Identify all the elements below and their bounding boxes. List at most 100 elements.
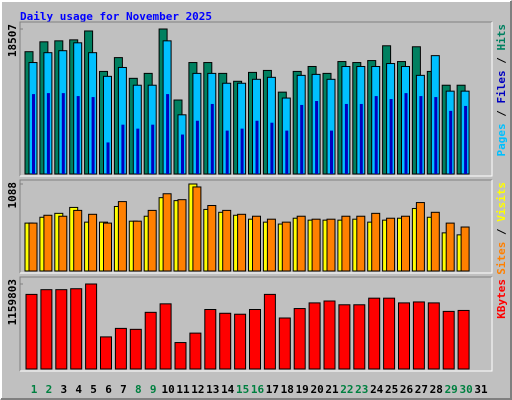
bar — [240, 128, 244, 174]
x-tick-label: 27 — [415, 383, 428, 396]
x-tick-label: 26 — [400, 383, 414, 396]
bar — [430, 211, 440, 272]
bar — [252, 215, 261, 272]
x-tick-label: 29 — [445, 383, 458, 396]
bar — [58, 215, 68, 272]
bar — [162, 193, 172, 272]
x-tick-label: 21 — [325, 383, 339, 396]
bar — [91, 97, 95, 174]
bar — [419, 96, 423, 174]
bar — [132, 220, 142, 272]
bar — [181, 134, 184, 174]
bar — [85, 283, 98, 370]
bar — [285, 130, 289, 174]
bar — [278, 317, 291, 370]
x-tick-label: 24 — [370, 383, 384, 396]
x-tick-label: 19 — [296, 383, 309, 396]
x-tick-label: 10 — [161, 383, 174, 396]
bar — [219, 312, 232, 370]
bar — [344, 103, 348, 174]
bar — [177, 199, 187, 272]
bar — [398, 302, 410, 370]
bar — [368, 297, 381, 370]
bar — [427, 302, 440, 370]
bar — [401, 215, 410, 272]
bar — [353, 304, 366, 370]
legend-entry: Sites — [495, 242, 508, 275]
legend: KBytes — [495, 279, 508, 319]
bar — [293, 308, 306, 370]
bar — [371, 212, 381, 272]
bar — [121, 124, 125, 174]
bar — [103, 222, 112, 272]
bar — [210, 103, 214, 174]
bar — [404, 93, 408, 174]
bar — [129, 328, 142, 370]
legend-separator: / — [495, 104, 508, 124]
bar — [114, 327, 127, 370]
bar — [189, 332, 202, 370]
x-tick-label: 18 — [281, 383, 294, 396]
bar — [159, 303, 172, 370]
y-tick-label: 1159803 — [6, 279, 19, 325]
bar — [457, 309, 470, 370]
bar — [222, 209, 232, 272]
y-tick-label: 1088 — [6, 182, 19, 209]
bar — [374, 96, 378, 174]
x-tick-label: 31 — [474, 383, 488, 396]
x-tick-label: 4 — [75, 383, 82, 396]
bar — [434, 97, 438, 174]
bar — [204, 308, 217, 370]
bar — [147, 209, 157, 272]
bar — [412, 301, 425, 370]
bar — [386, 217, 396, 272]
panel-frame-dark — [19, 276, 492, 371]
bar — [100, 336, 112, 370]
x-tick-label: 30 — [459, 383, 472, 396]
chart-title: Daily usage for November 2025 — [20, 10, 212, 23]
bar — [136, 128, 140, 174]
bar — [266, 218, 276, 272]
bar — [330, 130, 333, 174]
bar — [460, 226, 470, 272]
legend-entry: Files — [495, 70, 508, 103]
bar — [174, 342, 187, 370]
bar — [207, 205, 217, 272]
bar — [445, 222, 455, 272]
legend-entry: KBytes — [495, 279, 508, 319]
bar — [151, 124, 155, 174]
bar — [255, 120, 259, 174]
bar — [338, 304, 351, 370]
bar — [449, 110, 453, 174]
x-tick-label: 20 — [310, 383, 323, 396]
bar — [61, 93, 65, 174]
bar — [234, 313, 247, 370]
bar — [73, 209, 83, 272]
bar — [341, 215, 351, 272]
bar — [32, 94, 35, 174]
legend-entry: Visits — [495, 182, 508, 222]
bar — [315, 101, 319, 174]
x-tick-label: 8 — [135, 383, 142, 396]
legend: Sites / Visits — [495, 182, 508, 275]
bar — [195, 120, 199, 174]
bar — [442, 310, 455, 370]
x-tick-label: 28 — [430, 383, 443, 396]
x-tick-label: 9 — [150, 383, 157, 396]
x-tick-label: 5 — [90, 383, 97, 396]
bar — [106, 142, 110, 174]
bar — [40, 289, 53, 370]
bar — [383, 297, 396, 370]
panel-frame-light — [20, 180, 493, 274]
x-tick-label: 25 — [385, 383, 398, 396]
bar — [70, 288, 83, 370]
bar — [117, 201, 127, 272]
x-tick-label: 22 — [340, 383, 353, 396]
legend-separator: / — [495, 222, 508, 242]
x-tick-label: 16 — [251, 383, 265, 396]
bar — [237, 213, 247, 272]
bar — [144, 311, 157, 370]
bar — [308, 302, 321, 370]
